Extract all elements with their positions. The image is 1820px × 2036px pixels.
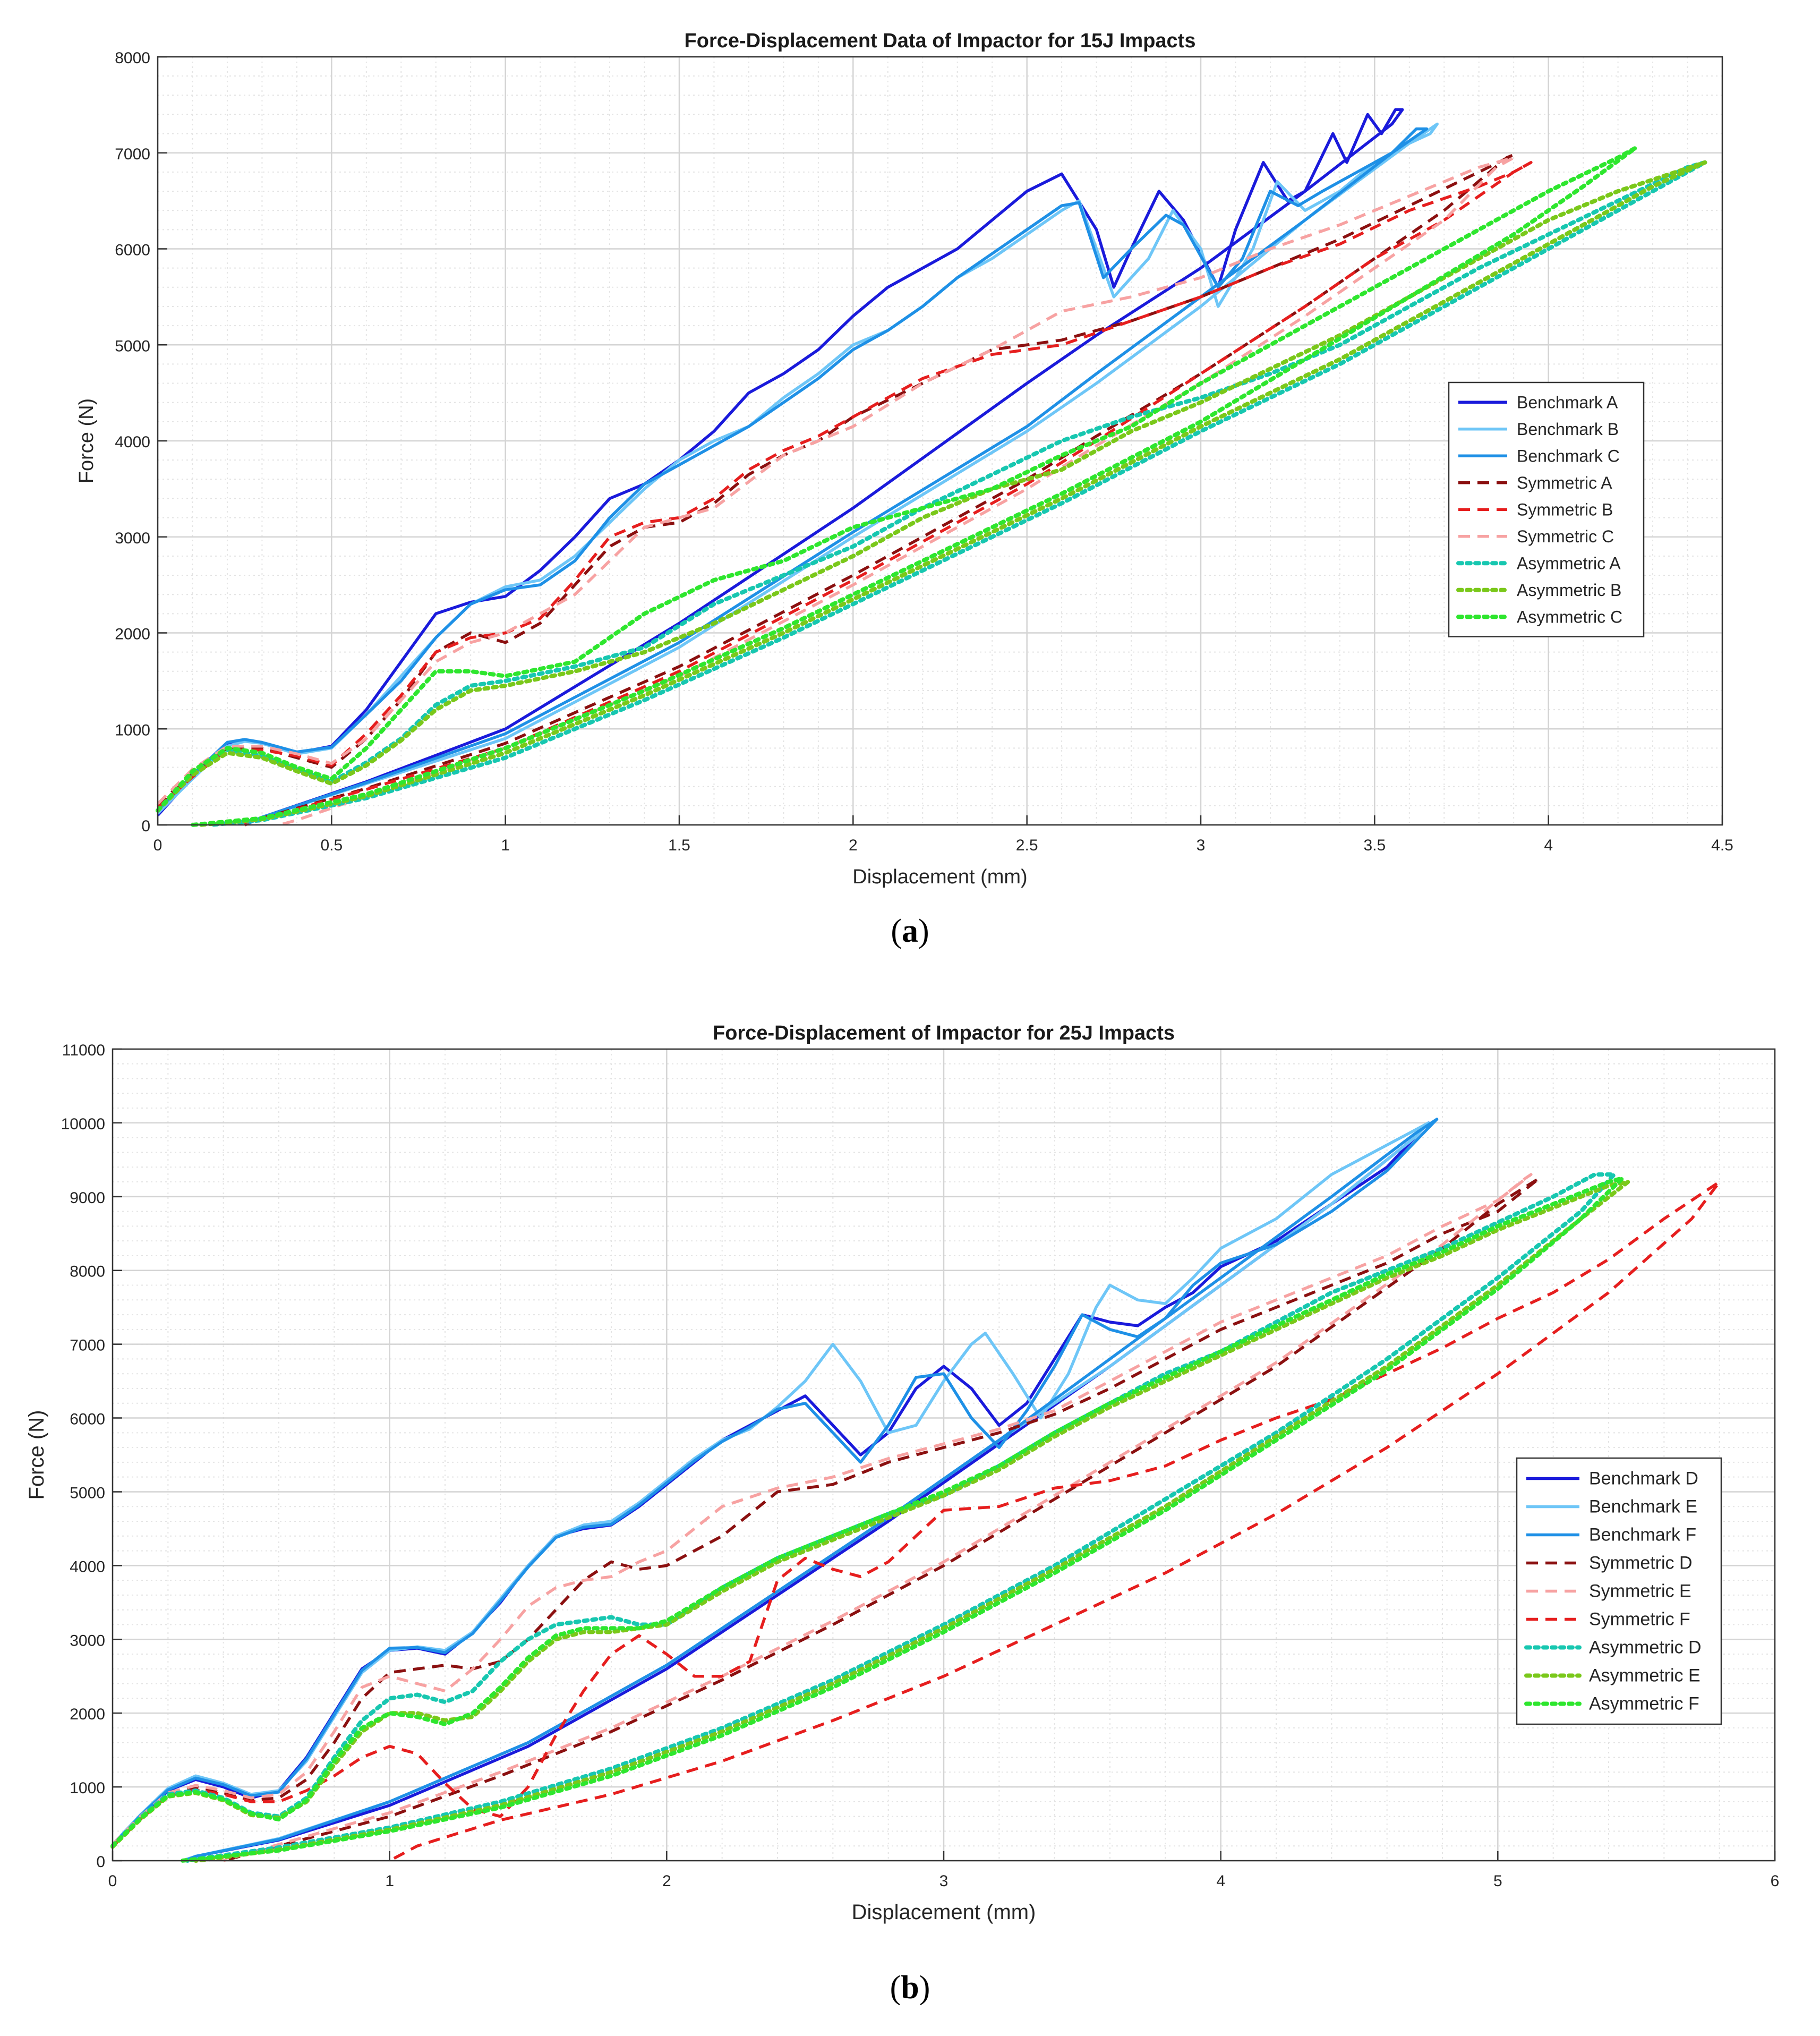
caption-a: (a) [891,913,929,949]
chart-b-y-tick-label: 5000 [70,1484,105,1502]
chart-a-x-tick-label: 2.5 [1016,837,1038,854]
chart-b-x-tick-label: 5 [1493,1872,1502,1890]
chart-b-x-tick-label: 0 [108,1872,117,1890]
chart-b-x-tick-label: 4 [1216,1872,1225,1890]
chart-b-y-axis-label: Force (N) [25,1410,48,1500]
chart-b-x-tick-label: 3 [939,1872,949,1890]
chart-a-legend-label: Asymmetric C [1517,607,1622,626]
chart-a-series-line-symmetric-b [157,161,1533,827]
chart-a-legend-label: Symmetric B [1517,500,1613,519]
figure-b: 0 1 2 3 4 5 6 0 1000 2000 3000 4000 5000 6000 7000 8000… [0,983,1820,2036]
chart-b-y-tick-label: 9000 [70,1189,105,1207]
chart-b-legend-label: Symmetric F [1589,1609,1690,1630]
chart-b-legend-label: Benchmark E [1589,1497,1697,1517]
chart-b-series-line-symmetric-e [112,1173,1533,1862]
chart-a-y-tick-label: 4000 [115,433,150,451]
chart-a-legend-label: Symmetric A [1517,473,1612,492]
chart-a-x-tick-label: 0.5 [320,837,343,854]
chart-b-legend: Benchmark D Benchmark E Benchmark F Symmetr… [1516,1457,1722,1725]
chart-b-y-tick-label: 7000 [70,1337,105,1355]
chart-a-legend-label: Asymmetric A [1517,553,1621,573]
chart-b-legend-label: Asymmetric E [1589,1666,1701,1686]
chart-b-legend-label: Benchmark F [1589,1525,1696,1545]
chart-a-x-tick-label: 4.5 [1711,837,1733,854]
chart-b-series-group [110,1118,1721,1863]
chart-b-y-tick-label: 4000 [70,1558,105,1575]
chart-b-y-tick-label: 6000 [70,1411,105,1428]
chart-a-x-tick-label: 0 [153,837,163,854]
chart-a: 0 0.5 1 1.5 2 2.5 3 3.5 4 4.5 0 1000 2000 3000 4000 500… [75,30,1733,888]
chart-b-y-tick-label: 1000 [70,1779,105,1797]
chart-a-x-tick-label: 1.5 [668,837,690,854]
chart-b-x-tick-label: 6 [1771,1872,1780,1890]
chart-b-series-line-symmetric-d [112,1177,1541,1862]
chart-a-series-line-asymmetric-b [156,160,1707,827]
chart-a-legend-label: Benchmark B [1517,420,1619,439]
chart-b-y-tick-label: 11000 [62,1042,105,1059]
chart-a-y-tick-label: 1000 [115,721,150,739]
chart-a-y-tick-label: 0 [141,817,150,835]
chart-a-series-group [156,108,1707,827]
chart-a-y-tick-label: 8000 [115,49,150,67]
chart-a-legend-label: Symmetric C [1517,527,1614,546]
chart-a-title: Force-Displacement Data of Impactor for … [685,30,1196,52]
chart-a-y-tick-label: 2000 [115,626,150,643]
chart-b: 0 1 2 3 4 5 6 0 1000 2000 3000 4000 5000 6000 7000 8000… [25,1022,1780,1924]
chart-b-y-tick-label: 3000 [70,1632,105,1649]
chart-b-y-tick-label: 10000 [61,1115,105,1133]
chart-a-x-tick-label: 2 [849,837,858,854]
chart-a-x-tick-label: 1 [501,837,510,854]
chart-b-series-line-benchmark-f [111,1118,1439,1862]
figure-a: 0 0.5 1 1.5 2 2.5 3 3.5 4 4.5 0 1000 2000 3000 4000 500… [0,0,1820,983]
chart-b-y-tick-label: 2000 [70,1706,105,1723]
chart-b-x-tick-label: 1 [385,1872,394,1890]
chart-b-y-tick-label: 0 [96,1853,105,1871]
chart-a-series-line-benchmark-a [156,108,1404,827]
chart-a-legend-label: Benchmark C [1517,446,1620,465]
chart-b-legend-label: Symmetric E [1589,1581,1691,1601]
chart-a-x-axis-label: Displacement (mm) [852,866,1027,888]
chart-a-y-tick-label: 6000 [115,242,150,259]
chart-b-legend-label: Symmetric D [1589,1553,1693,1573]
chart-b-x-tick-label: 2 [662,1872,671,1890]
chart-b-legend-label: Asymmetric F [1589,1694,1699,1714]
chart-a-series-line-benchmark-c [157,127,1429,827]
chart-b-series-line-symmetric-f [112,1180,1721,1862]
chart-b-series-line-asymmetric-d [110,1172,1617,1863]
chart-b-legend-label: Benchmark D [1589,1469,1698,1489]
caption-b: (b) [890,1970,930,2006]
chart-b-y-tick-label: 8000 [70,1263,105,1281]
chart-a-x-tick-label: 3 [1197,837,1206,854]
chart-a-series-line-symmetric-a [157,153,1515,826]
chart-a-x-tick-label: 3.5 [1363,837,1386,854]
chart-a-legend-label: Asymmetric B [1517,581,1621,600]
chart-b-series-line-asymmetric-f [110,1176,1625,1863]
chart-a-series-line-asymmetric-c [156,146,1638,827]
chart-b-x-axis-label: Displacement (mm) [852,1901,1036,1924]
chart-a-legend: Benchmark A Benchmark B Benchmark C Symmetr… [1448,381,1645,637]
chart-b-legend-label: Asymmetric D [1589,1638,1702,1658]
chart-a-y-tick-label: 7000 [115,146,150,163]
chart-a-y-axis-label: Force (N) [75,398,98,483]
chart-b-tick-labels: 0 1 2 3 4 5 6 0 1000 2000 3000 4000 5000 6000 7000 8000… [61,1042,1780,1890]
chart-b-series-line-benchmark-e [111,1121,1430,1862]
chart-a-y-tick-label: 3000 [115,530,150,547]
chart-b-title: Force-Displacement of Impactor for 25J I… [713,1022,1175,1044]
chart-a-x-tick-label: 4 [1544,837,1553,854]
chart-a-tick-labels: 0 0.5 1 1.5 2 2.5 3 3.5 4 4.5 0 1000 2000 3000 4000 500… [115,49,1733,854]
chart-b-series-line-asymmetric-e [110,1180,1630,1863]
chart-a-legend-label: Benchmark A [1517,393,1618,412]
chart-a-y-tick-label: 5000 [115,337,150,355]
